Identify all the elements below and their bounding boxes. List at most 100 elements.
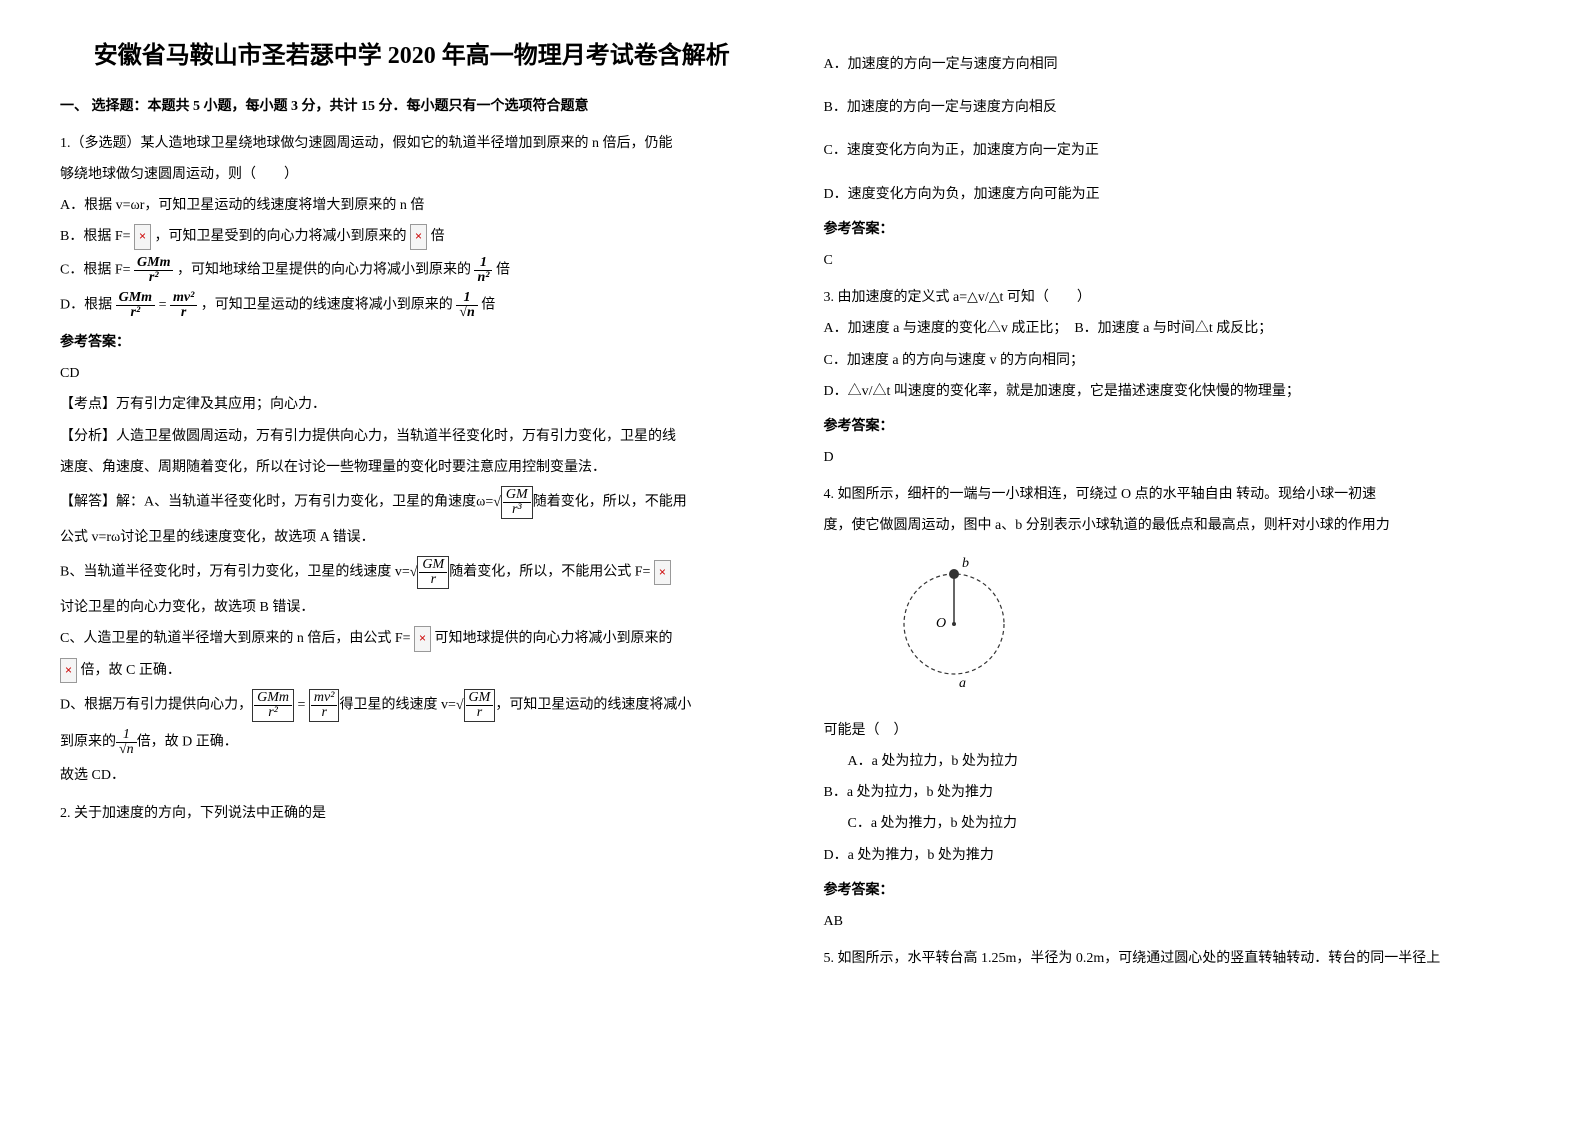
- answer-label: 参考答案：: [824, 878, 1528, 903]
- numerator: 1: [474, 256, 492, 271]
- right-column: A．加速度的方向一定与速度方向相同 B．加速度的方向一定与速度方向相反 C．速度…: [824, 40, 1528, 983]
- circle-diagram-svg: b O a: [884, 549, 1024, 699]
- formula-fraction: 1n²: [474, 256, 492, 285]
- q1-option-d: D．根据 GMmr² = mv²r ，可知卫星运动的线速度将减小到原来的 1√n…: [60, 291, 764, 320]
- text: 【解答】解：A、当轨道半径变化时，万有引力变化，卫星的角速度ω=: [60, 495, 493, 510]
- q1-analysis: 故选 CD．: [60, 763, 764, 788]
- answer-label: 参考答案：: [824, 414, 1528, 439]
- label-a: a: [959, 676, 966, 691]
- q2-answer: C: [824, 248, 1528, 273]
- text: C、人造卫星的轨道半径增大到原来的 n 倍后，由公式 F=: [60, 631, 414, 646]
- formula-fraction: GMmr²: [134, 256, 173, 285]
- q2-stem: 2. 关于加速度的方向，下列说法中正确的是: [60, 801, 764, 826]
- q3-option-row: A．加速度 a 与速度的变化△v 成正比； B．加速度 a 与时间△t 成反比；: [824, 316, 1528, 341]
- numerator: 1: [456, 291, 477, 306]
- broken-image-icon: ×: [654, 560, 671, 586]
- answer-label: 参考答案：: [60, 330, 764, 355]
- q1-analysis: × 倍，故 C 正确．: [60, 658, 764, 684]
- numerator: 1: [116, 728, 137, 743]
- q4-answer: AB: [824, 909, 1528, 934]
- denominator: r: [466, 705, 494, 720]
- text: 倍，故 C 正确．: [77, 663, 181, 678]
- q2-option-b: B．加速度的方向一定与速度方向相反: [824, 95, 1528, 120]
- q4-diagram: b O a: [884, 549, 1528, 708]
- numerator: GMm: [134, 256, 173, 271]
- q1-option-a: A．根据 v=ωr，可知卫星运动的线速度将增大到原来的 n 倍: [60, 193, 764, 218]
- formula-sqrt: √: [493, 490, 501, 515]
- question-3: 3. 由加速度的定义式 a=△v/△t 可知（ ） A．加速度 a 与速度的变化…: [824, 285, 1528, 470]
- text: B．根据 F=: [60, 229, 134, 244]
- q1-analysis: 到原来的1√n倍，故 D 正确．: [60, 728, 764, 757]
- formula-fraction: GMmr²: [116, 291, 155, 320]
- q5-stem: 5. 如图所示，水平转台高 1.25m，半径为 0.2m，可绕通过圆心处的竖直转…: [824, 946, 1528, 971]
- text: D．根据: [60, 298, 116, 313]
- denominator: r²: [134, 271, 173, 285]
- broken-image-icon: ×: [414, 626, 431, 652]
- q1-analysis: 【考点】万有引力定律及其应用；向心力．: [60, 392, 764, 417]
- left-column: 安徽省马鞍山市圣若瑟中学 2020 年高一物理月考试卷含解析 一、 选择题：本题…: [60, 40, 764, 983]
- text: ，可知卫星运动的线速度将减小到原来的: [197, 298, 456, 313]
- q4-option-b: B．a 处为拉力，b 处为推力: [824, 780, 1528, 805]
- denominator: √n: [116, 743, 137, 757]
- numerator: GMm: [116, 291, 155, 306]
- text: D、根据万有引力提供向心力，: [60, 698, 252, 713]
- q1-stem-line: 够绕地球做匀速圆周运动，则（ ）: [60, 162, 764, 187]
- text: 倍: [492, 263, 510, 278]
- text: 倍: [478, 298, 496, 313]
- q3-option-c: C．加速度 a 的方向与速度 v 的方向相同；: [824, 348, 1528, 373]
- q1-analysis: 讨论卫星的向心力变化，故选项 B 错误．: [60, 595, 764, 620]
- q1-stem-line: 1.（多选题）某人造地球卫星绕地球做匀速圆周运动，假如它的轨道半径增加到原来的 …: [60, 131, 764, 156]
- label-o: O: [936, 616, 946, 631]
- text: 可知地球提供的向心力将减小到原来的: [431, 631, 673, 646]
- text: ，可知卫星运动的线速度将减小: [495, 698, 691, 713]
- q1-option-c: C．根据 F= GMmr² ，可知地球给卫星提供的向心力将减小到原来的 1n² …: [60, 256, 764, 285]
- broken-image-icon: ×: [60, 658, 77, 684]
- text: 得卫星的线速度 v=: [339, 698, 455, 713]
- question-5: 5. 如图所示，水平转台高 1.25m，半径为 0.2m，可绕通过圆心处的竖直转…: [824, 946, 1528, 971]
- text: 到原来的: [60, 735, 116, 750]
- denominator: n²: [474, 271, 492, 285]
- formula-fraction: GMr: [417, 556, 449, 589]
- q4-stem-line: 度，使它做圆周运动，图中 a、b 分别表示小球轨道的最低点和最高点，则杆对小球的…: [824, 513, 1528, 538]
- numerator: mv²: [170, 291, 197, 306]
- question-4: 4. 如图所示，细杆的一端与一小球相连，可绕过 O 点的水平轴自由 转动。现给小…: [824, 482, 1528, 934]
- numerator: GM: [466, 691, 494, 705]
- label-b: b: [962, 556, 969, 571]
- text: ，可知卫星受到的向心力将减小到原来的: [151, 229, 410, 244]
- question-1: 1.（多选题）某人造地球卫星绕地球做匀速圆周运动，假如它的轨道半径增加到原来的 …: [60, 131, 764, 789]
- numerator: mv²: [311, 691, 338, 705]
- q1-analysis: B、当轨道半径变化时，万有引力变化，卫星的线速度 v=√GMr随着变化，所以，不…: [60, 556, 764, 589]
- q3-option-b: B．加速度 a 与时间△t 成反比；: [1074, 321, 1272, 336]
- text: C．根据 F=: [60, 263, 134, 278]
- q4-option-a: A．a 处为拉力，b 处为拉力: [824, 749, 1528, 774]
- formula-sqrt: √: [410, 560, 418, 585]
- denominator: r: [419, 572, 447, 587]
- broken-image-icon: ×: [134, 224, 151, 250]
- denominator: r²: [116, 306, 155, 320]
- text: =: [294, 698, 309, 713]
- q1-option-b: B．根据 F= × ，可知卫星受到的向心力将减小到原来的 × 倍: [60, 224, 764, 250]
- text: ，可知地球给卫星提供的向心力将减小到原来的: [173, 263, 474, 278]
- q4-stem-line: 可能是（ ）: [824, 718, 1528, 743]
- answer-label: 参考答案：: [824, 217, 1528, 242]
- denominator: r: [311, 705, 338, 720]
- q4-option-d: D．a 处为推力，b 处为推力: [824, 843, 1528, 868]
- formula-fraction: GMr³: [501, 486, 533, 519]
- q3-option-a: A．加速度 a 与速度的变化△v 成正比；: [824, 321, 1068, 336]
- q2-option-d: D．速度变化方向为负，加速度方向可能为正: [824, 182, 1528, 207]
- denominator: r³: [503, 502, 531, 517]
- text: 倍: [427, 229, 445, 244]
- q2-option-a: A．加速度的方向一定与速度方向相同: [824, 52, 1528, 77]
- formula-fraction: GMr: [464, 689, 496, 722]
- numerator: GM: [419, 558, 447, 572]
- formula-fraction: GMmr²: [252, 689, 294, 722]
- q3-stem: 3. 由加速度的定义式 a=△v/△t 可知（ ）: [824, 285, 1528, 310]
- section-header: 一、 选择题：本题共 5 小题，每小题 3 分，共计 15 分．每小题只有一个选…: [60, 94, 764, 119]
- q1-analysis: C、人造卫星的轨道半径增大到原来的 n 倍后，由公式 F= × 可知地球提供的向…: [60, 626, 764, 652]
- denominator: √n: [456, 306, 477, 320]
- center-point: [952, 622, 956, 626]
- question-2-stem: 2. 关于加速度的方向，下列说法中正确的是: [60, 801, 764, 826]
- q2-option-c: C．速度变化方向为正，加速度方向一定为正: [824, 138, 1528, 163]
- q4-option-c: C．a 处为推力，b 处为拉力: [824, 811, 1528, 836]
- denominator: r: [170, 306, 197, 320]
